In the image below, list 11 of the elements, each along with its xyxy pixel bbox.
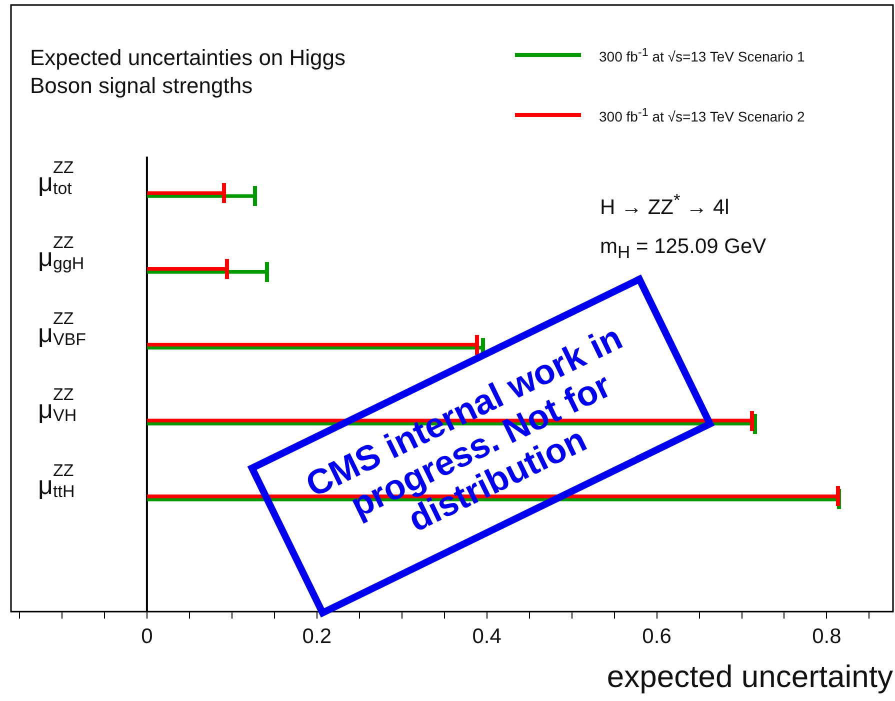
- annotation: m$_{H}$ = 125.09 GeV: [600, 235, 766, 264]
- x-tick-label: 0.4: [472, 624, 502, 648]
- legend-label: 300 fb$^{-1}$ at √s=13 TeV Scenario 2: [599, 106, 805, 125]
- legend-label: 300 fb$^{-1}$ at √s=13 TeV Scenario 1: [599, 46, 805, 65]
- x-tick-label: 0.8: [812, 624, 842, 648]
- x-tick-label: 0.6: [642, 624, 672, 648]
- x-tick-label: 0.2: [302, 624, 332, 648]
- annotation: H → ZZ$^{*}$ → 4l: [600, 190, 730, 220]
- x-tick-label: 0: [141, 624, 153, 648]
- x-axis-title: expected uncertainty: [606, 658, 894, 694]
- chart-title: Expected uncertainties on Higgs Boson signal strengths: [30, 44, 347, 100]
